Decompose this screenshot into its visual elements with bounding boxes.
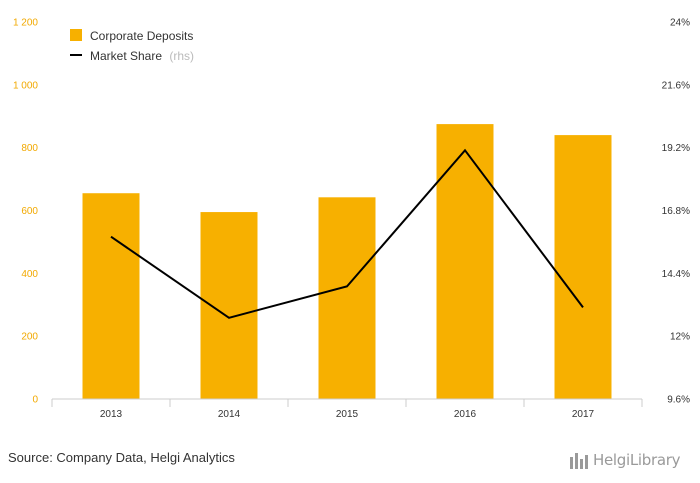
legend: Corporate Deposits Market Share (rhs) — [70, 29, 194, 63]
right-tick-label: 16.8% — [662, 206, 690, 217]
right-tick-label: 21.6% — [662, 80, 690, 91]
x-tick-label: 2014 — [218, 409, 241, 420]
x-tick-label: 2017 — [572, 409, 595, 420]
left-tick-label: 1 000 — [13, 80, 38, 91]
x-tick-label: 2013 — [100, 409, 123, 420]
left-tick-label: 400 — [21, 269, 38, 280]
left-tick-label: 800 — [21, 143, 38, 154]
market-share-line — [110, 148, 584, 319]
x-tick-label: 2016 — [454, 409, 477, 420]
right-axis-ticks: 9.6% 12% 14.4% 16.8% 19.2% 21.6% 24% — [662, 18, 690, 406]
right-tick-label: 19.2% — [662, 143, 690, 154]
bar — [436, 124, 494, 400]
x-axis-ticks: 2013 2014 2015 2016 2017 — [51, 399, 643, 420]
left-tick-label: 0 — [32, 395, 38, 406]
legend-label-market-share: Market Share (rhs) — [90, 49, 194, 63]
legend-square-marker — [70, 29, 82, 41]
bar — [200, 212, 258, 399]
legend-label-market-share-text: Market Share — [90, 49, 162, 63]
helgi-logo-icon — [570, 453, 588, 469]
legend-label-rhs: (rhs) — [169, 49, 194, 63]
left-tick-label: 1 200 — [13, 18, 38, 29]
helgi-logo-text: HelgiLibrary — [593, 451, 681, 469]
source-note: Source: Company Data, Helgi Analytics — [8, 450, 235, 465]
left-tick-label: 200 — [21, 332, 38, 343]
bar — [82, 193, 140, 399]
legend-label-deposits: Corporate Deposits — [90, 29, 193, 43]
chart: 0 200 400 600 800 1 000 1 200 9.6% 12% 14.4% 16.8… — [13, 18, 690, 421]
right-tick-label: 12% — [670, 332, 690, 343]
x-tick-label: 2015 — [336, 409, 359, 420]
left-axis-ticks: 0 200 400 600 800 1 000 1 200 — [13, 18, 38, 406]
helgi-library-logo[interactable]: HelgiLibrary — [568, 449, 681, 471]
bar — [554, 135, 612, 399]
right-tick-label: 14.4% — [662, 269, 690, 280]
bar — [318, 197, 376, 399]
bars — [82, 124, 612, 400]
left-tick-label: 600 — [21, 206, 38, 217]
right-tick-label: 9.6% — [667, 395, 690, 406]
right-tick-label: 24% — [670, 18, 690, 29]
